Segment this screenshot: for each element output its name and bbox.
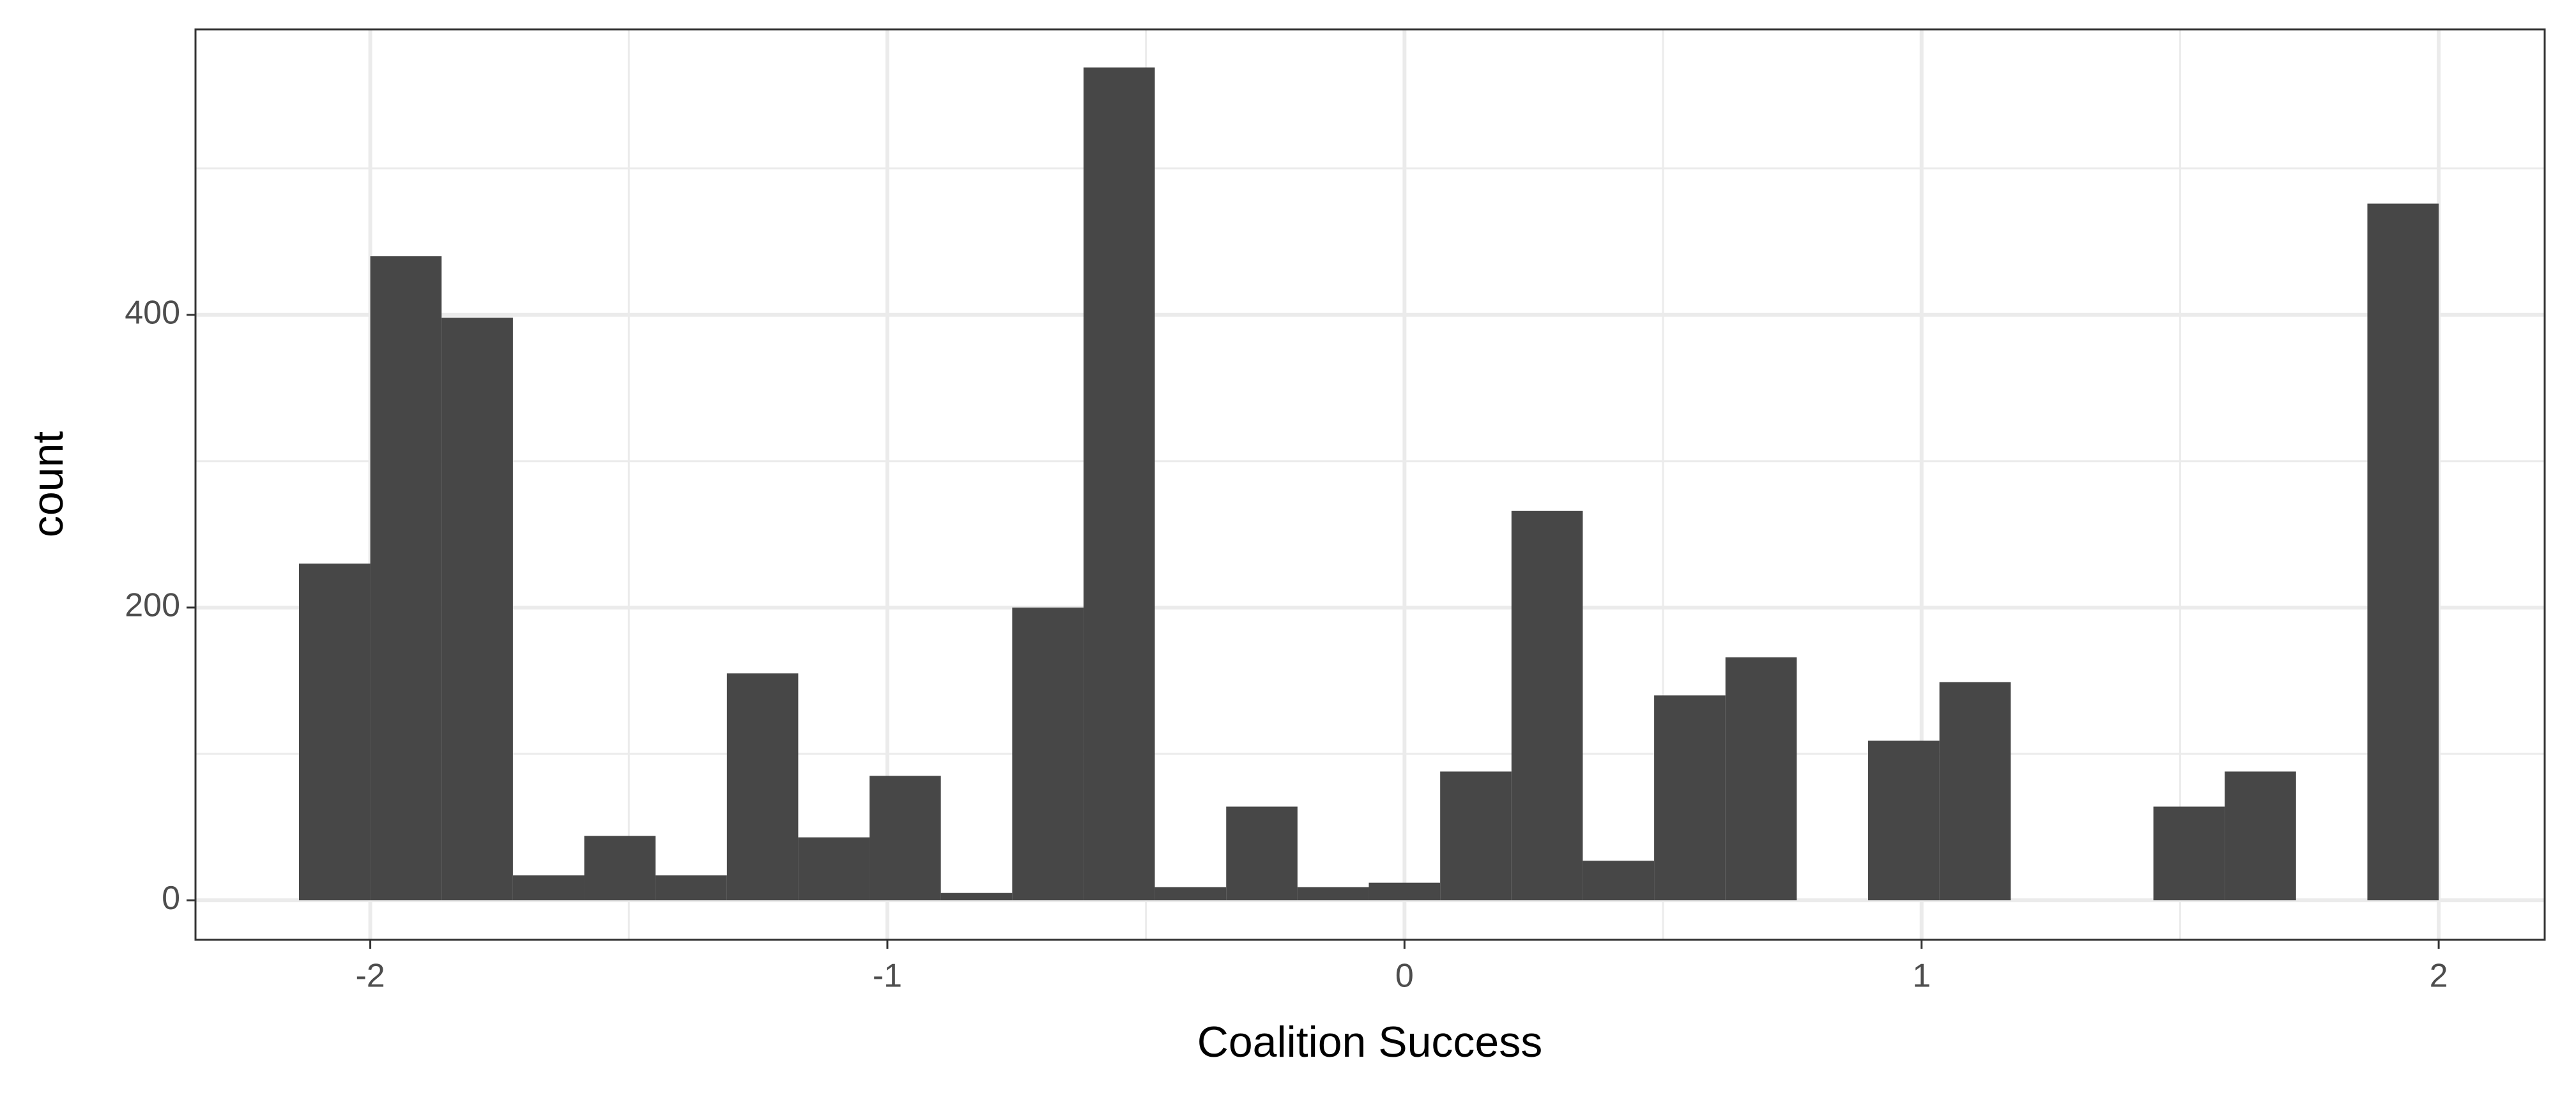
- bar: [2225, 771, 2296, 901]
- bar: [1511, 510, 1583, 901]
- bar: [370, 256, 442, 901]
- bar: [1583, 861, 1655, 901]
- panel-border: [194, 28, 2546, 941]
- bar: [1939, 682, 2011, 901]
- bar: [656, 875, 727, 901]
- bar: [441, 318, 513, 901]
- bar: [798, 837, 870, 901]
- bar: [1083, 67, 1155, 901]
- x-tick-label: 1: [1912, 958, 1931, 995]
- bar: [1868, 740, 1940, 901]
- bar: [1654, 695, 1726, 901]
- bar: [1368, 882, 1441, 901]
- bar: [870, 776, 941, 901]
- x-tick-label: -2: [355, 958, 385, 995]
- bar: [940, 893, 1013, 901]
- x-axis-title: Coalition Success: [1197, 1018, 1542, 1066]
- bar: [1226, 806, 1298, 901]
- bar: [2153, 806, 2225, 901]
- y-tick-label: 200: [125, 587, 180, 624]
- bar: [1154, 887, 1227, 901]
- bar: [298, 564, 371, 901]
- bar: [1725, 657, 1797, 901]
- y-axis-title: count: [24, 431, 72, 537]
- x-tick-label: 2: [2430, 958, 2448, 995]
- bar: [512, 875, 585, 901]
- bar: [1297, 887, 1369, 901]
- bar: [584, 836, 656, 901]
- bar: [1012, 607, 1084, 901]
- x-tick-label: -1: [873, 958, 902, 995]
- bar: [1440, 771, 1512, 901]
- panel-background: [195, 29, 2545, 940]
- bar: [726, 673, 799, 901]
- x-tick-label: 0: [1395, 958, 1414, 995]
- y-tick-label: 0: [162, 880, 180, 917]
- y-tick-label: 400: [125, 294, 180, 331]
- bar: [2367, 203, 2439, 901]
